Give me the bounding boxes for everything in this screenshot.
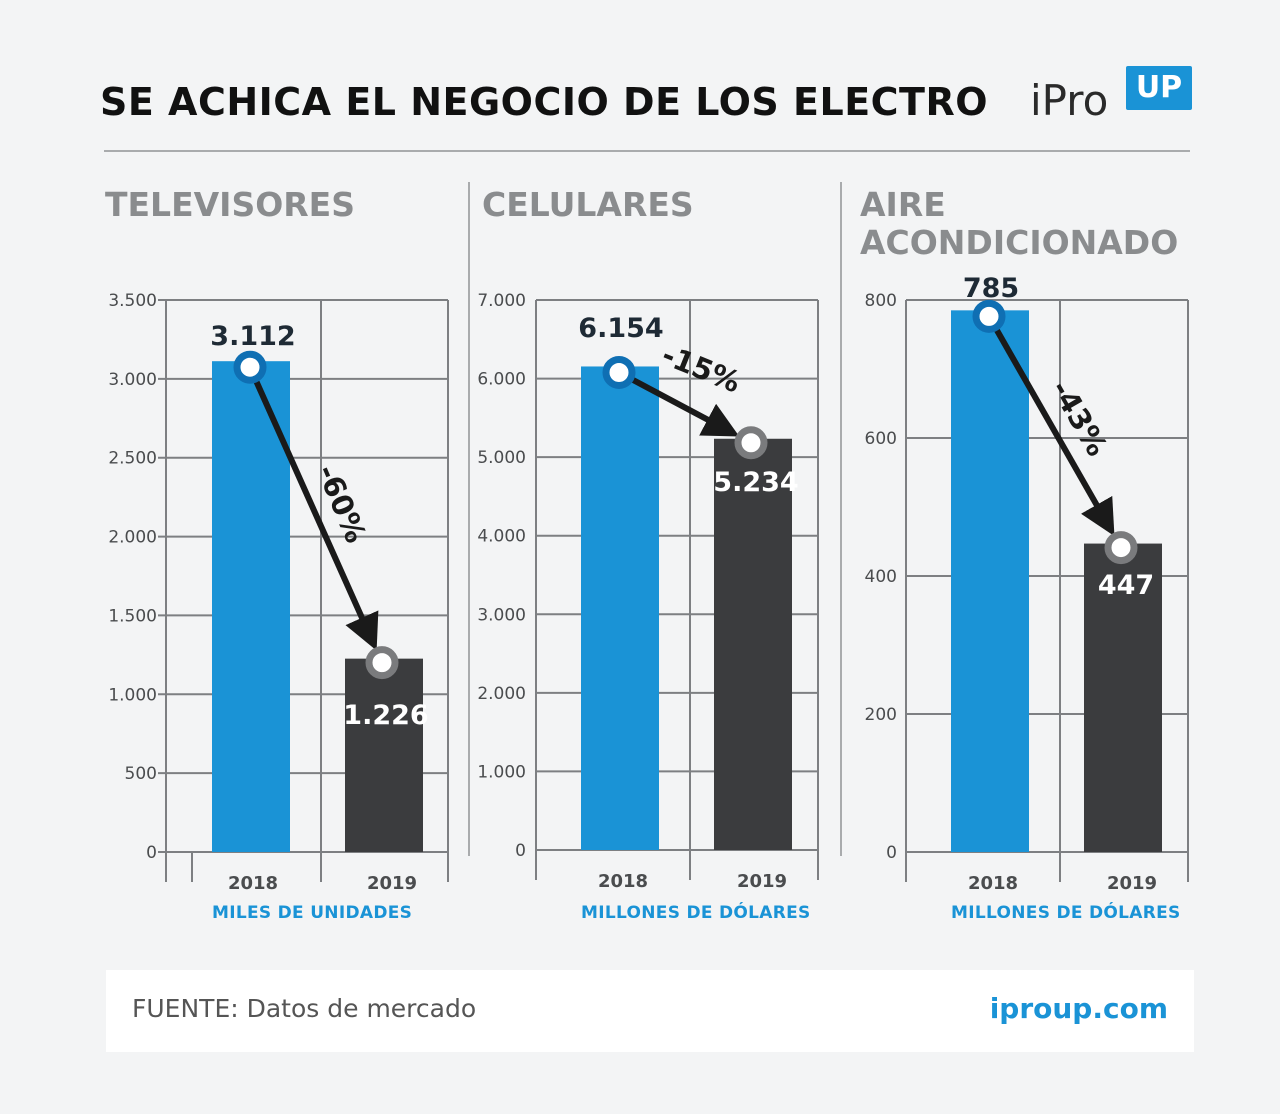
footer-bar: FUENTE: Datos de mercado iproup.com (106, 970, 1194, 1052)
column-divider (468, 182, 470, 856)
y-tick-label: 400 (865, 567, 897, 587)
y-tick-label: 0 (146, 843, 157, 863)
panel-title-televisores: TELEVISORES (105, 185, 355, 224)
x-tick-label: 2019 (1107, 873, 1157, 894)
ipro-up-logo[interactable]: iPro UP (1030, 62, 1200, 132)
y-tick-label: 6.000 (477, 370, 526, 390)
end-marker (365, 646, 399, 680)
panel-title-celulares: CELULARES (482, 185, 694, 224)
unit-label-aire-acondicionado: MILLONES DE DÓLARES (951, 903, 1181, 923)
value-label: 447 (1098, 570, 1154, 601)
value-label: 5.234 (713, 467, 798, 498)
y-tick-label: 800 (865, 291, 897, 311)
footer-source: FUENTE: Datos de mercado (132, 994, 477, 1023)
chart-televisores: 0 500 1.000 1.500 2.000 2.500 3.000 3.500 2018 20… (108, 291, 449, 894)
change-arrow (631, 377, 740, 437)
title-divider (104, 150, 1190, 152)
bar-2019 (714, 438, 792, 850)
y-tick-label: 2.000 (108, 528, 157, 548)
value-label: 785 (963, 273, 1019, 304)
y-tick-label: 5.000 (477, 448, 526, 468)
unit-label-celulares: MILLONES DE DÓLARES (581, 903, 811, 923)
value-label: 1.226 (343, 700, 428, 731)
y-tick-label: 1.500 (108, 606, 157, 626)
value-label: 3.112 (210, 321, 295, 352)
end-marker (734, 426, 768, 460)
panel-title-line: ACONDICIONADO (860, 223, 1179, 262)
unit-label-televisores: MILES DE UNIDADES (212, 903, 413, 923)
change-label: -60% (310, 460, 373, 548)
logo-ipro-text: iPro (1030, 76, 1109, 125)
bar-2019 (1084, 543, 1162, 852)
start-marker (233, 350, 267, 384)
bar-2018 (581, 366, 659, 850)
panel-title-line: AIRE (860, 185, 946, 224)
y-tick-label: 600 (865, 429, 897, 449)
y-tick-label: 200 (865, 705, 897, 725)
x-tick-label: 2018 (598, 871, 648, 892)
x-tick-label: 2018 (228, 873, 278, 894)
change-label: -43% (1044, 374, 1114, 462)
panel-title-aire-acondicionado: AIRE ACONDICIONADO (860, 186, 1178, 262)
x-tick-label: 2019 (367, 873, 417, 894)
chart-aire-acondicionado: 0 200 400 600 800 2018 2019 -43% 785 447 (865, 273, 1189, 894)
logo-up-badge: UP (1126, 66, 1192, 110)
column-divider (840, 182, 842, 856)
bar-2019 (345, 658, 423, 852)
bar-2018 (212, 361, 290, 852)
x-tick-label: 2019 (737, 871, 787, 892)
y-tick-label: 2.000 (477, 684, 526, 704)
start-marker (972, 299, 1006, 333)
x-tick-label: 2018 (968, 873, 1018, 894)
y-tick-label: 4.000 (477, 527, 526, 547)
y-tick-label: 0 (515, 841, 526, 861)
y-tick-label: 3.500 (108, 291, 157, 311)
y-tick-label: 3.000 (477, 605, 526, 625)
y-tick-label: 7.000 (477, 291, 526, 311)
change-arrow (253, 380, 379, 651)
page-title: SE ACHICA EL NEGOCIO DE LOS ELECTRO (100, 80, 989, 124)
change-label: -15% (657, 337, 745, 399)
bar-2018 (951, 310, 1029, 853)
change-arrow (994, 328, 1115, 537)
value-label: 6.154 (578, 313, 663, 344)
start-marker (602, 355, 636, 389)
y-tick-label: 1.000 (477, 762, 526, 782)
y-tick-label: 0 (886, 843, 897, 863)
y-tick-label: 2.500 (108, 449, 157, 469)
y-tick-label: 3.000 (108, 370, 157, 390)
y-tick-label: 1.000 (108, 685, 157, 705)
end-marker (1104, 531, 1138, 565)
y-tick-label: 500 (125, 764, 157, 784)
footer-site-link[interactable]: iproup.com (989, 992, 1168, 1025)
chart-celulares: 0 1.000 2.000 3.000 4.000 5.000 6.000 7.000 2018… (477, 291, 819, 892)
